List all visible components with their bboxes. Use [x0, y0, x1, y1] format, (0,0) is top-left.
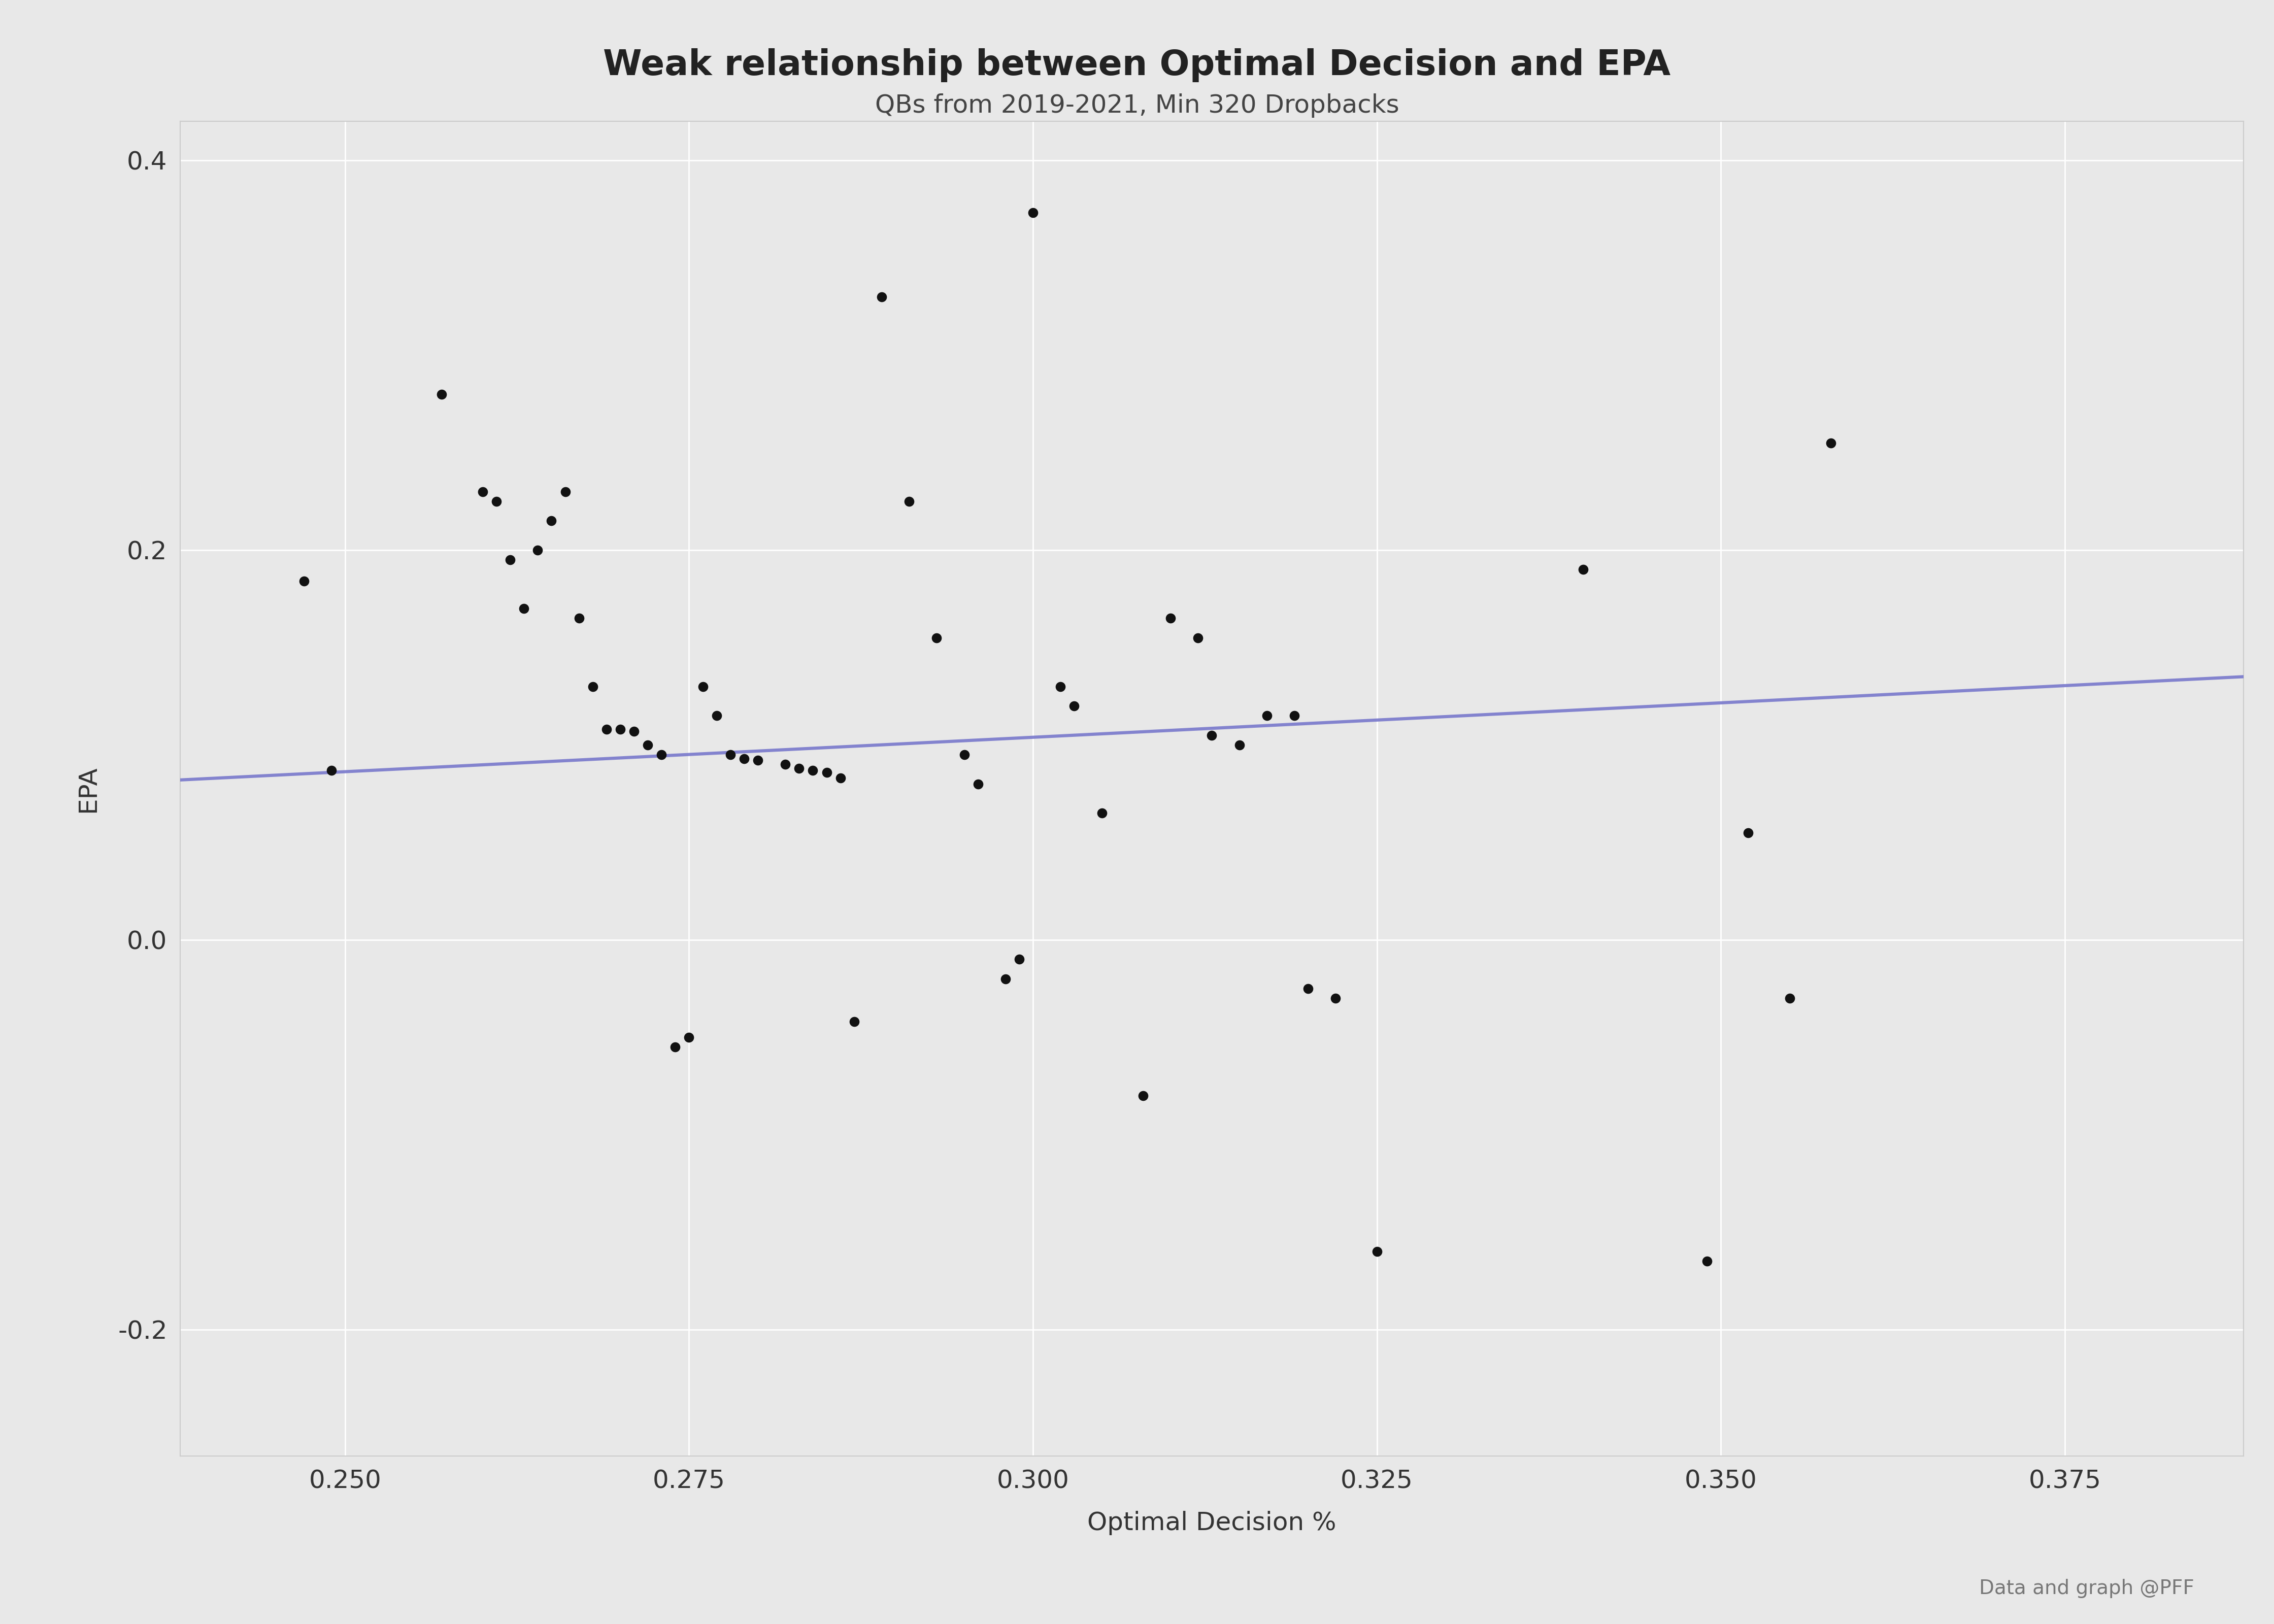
Point	[518, 538, 555, 564]
Point	[1771, 986, 1808, 1012]
Point	[1014, 200, 1051, 226]
Point	[1360, 1239, 1396, 1265]
Point	[575, 674, 612, 700]
Point	[478, 489, 514, 515]
Point	[1085, 801, 1121, 827]
X-axis label: Optimal Decision %: Optimal Decision %	[1087, 1510, 1337, 1535]
Point	[1221, 732, 1258, 758]
Point	[1180, 625, 1217, 651]
Point	[644, 742, 680, 768]
Point	[464, 479, 500, 505]
Point	[684, 674, 721, 700]
Point	[1565, 557, 1601, 583]
Point	[712, 742, 748, 768]
Point	[780, 755, 816, 781]
Point	[946, 742, 982, 768]
Point	[1001, 947, 1037, 973]
Point	[589, 716, 625, 742]
Point	[603, 716, 639, 742]
Point	[1041, 674, 1078, 700]
Point	[739, 747, 775, 773]
Point	[1289, 976, 1326, 1002]
Point	[725, 745, 762, 771]
Point	[616, 718, 653, 744]
Point	[1194, 723, 1230, 749]
Point	[287, 568, 323, 594]
Point	[1317, 986, 1353, 1012]
Point	[823, 765, 860, 791]
Point	[1248, 703, 1285, 729]
Point	[698, 703, 735, 729]
Point	[1055, 693, 1092, 719]
Point	[794, 757, 830, 783]
Point	[891, 489, 928, 515]
Point	[671, 1025, 707, 1051]
Point	[1276, 703, 1312, 729]
Point	[423, 382, 459, 408]
Point	[562, 606, 598, 632]
Point	[534, 508, 571, 534]
Point	[864, 284, 901, 310]
Text: Weak relationship between Optimal Decision and EPA: Weak relationship between Optimal Decisi…	[603, 49, 1671, 81]
Point	[987, 966, 1023, 992]
Text: QBs from 2019-2021, Min 320 Dropbacks: QBs from 2019-2021, Min 320 Dropbacks	[875, 93, 1399, 119]
Point	[630, 732, 666, 758]
Point	[837, 1009, 873, 1034]
Point	[1731, 820, 1767, 846]
Point	[766, 752, 803, 778]
Point	[548, 479, 584, 505]
Y-axis label: EPA: EPA	[75, 765, 100, 812]
Point	[491, 547, 528, 573]
Point	[657, 1034, 694, 1060]
Point	[1153, 606, 1189, 632]
Point	[1126, 1083, 1162, 1109]
Point	[1690, 1249, 1726, 1275]
Point	[314, 757, 350, 783]
Point	[810, 758, 846, 784]
Point	[960, 771, 996, 797]
Point	[505, 596, 541, 622]
Point	[1812, 430, 1849, 456]
Text: Data and graph @PFF: Data and graph @PFF	[1978, 1579, 2194, 1598]
Point	[919, 625, 955, 651]
